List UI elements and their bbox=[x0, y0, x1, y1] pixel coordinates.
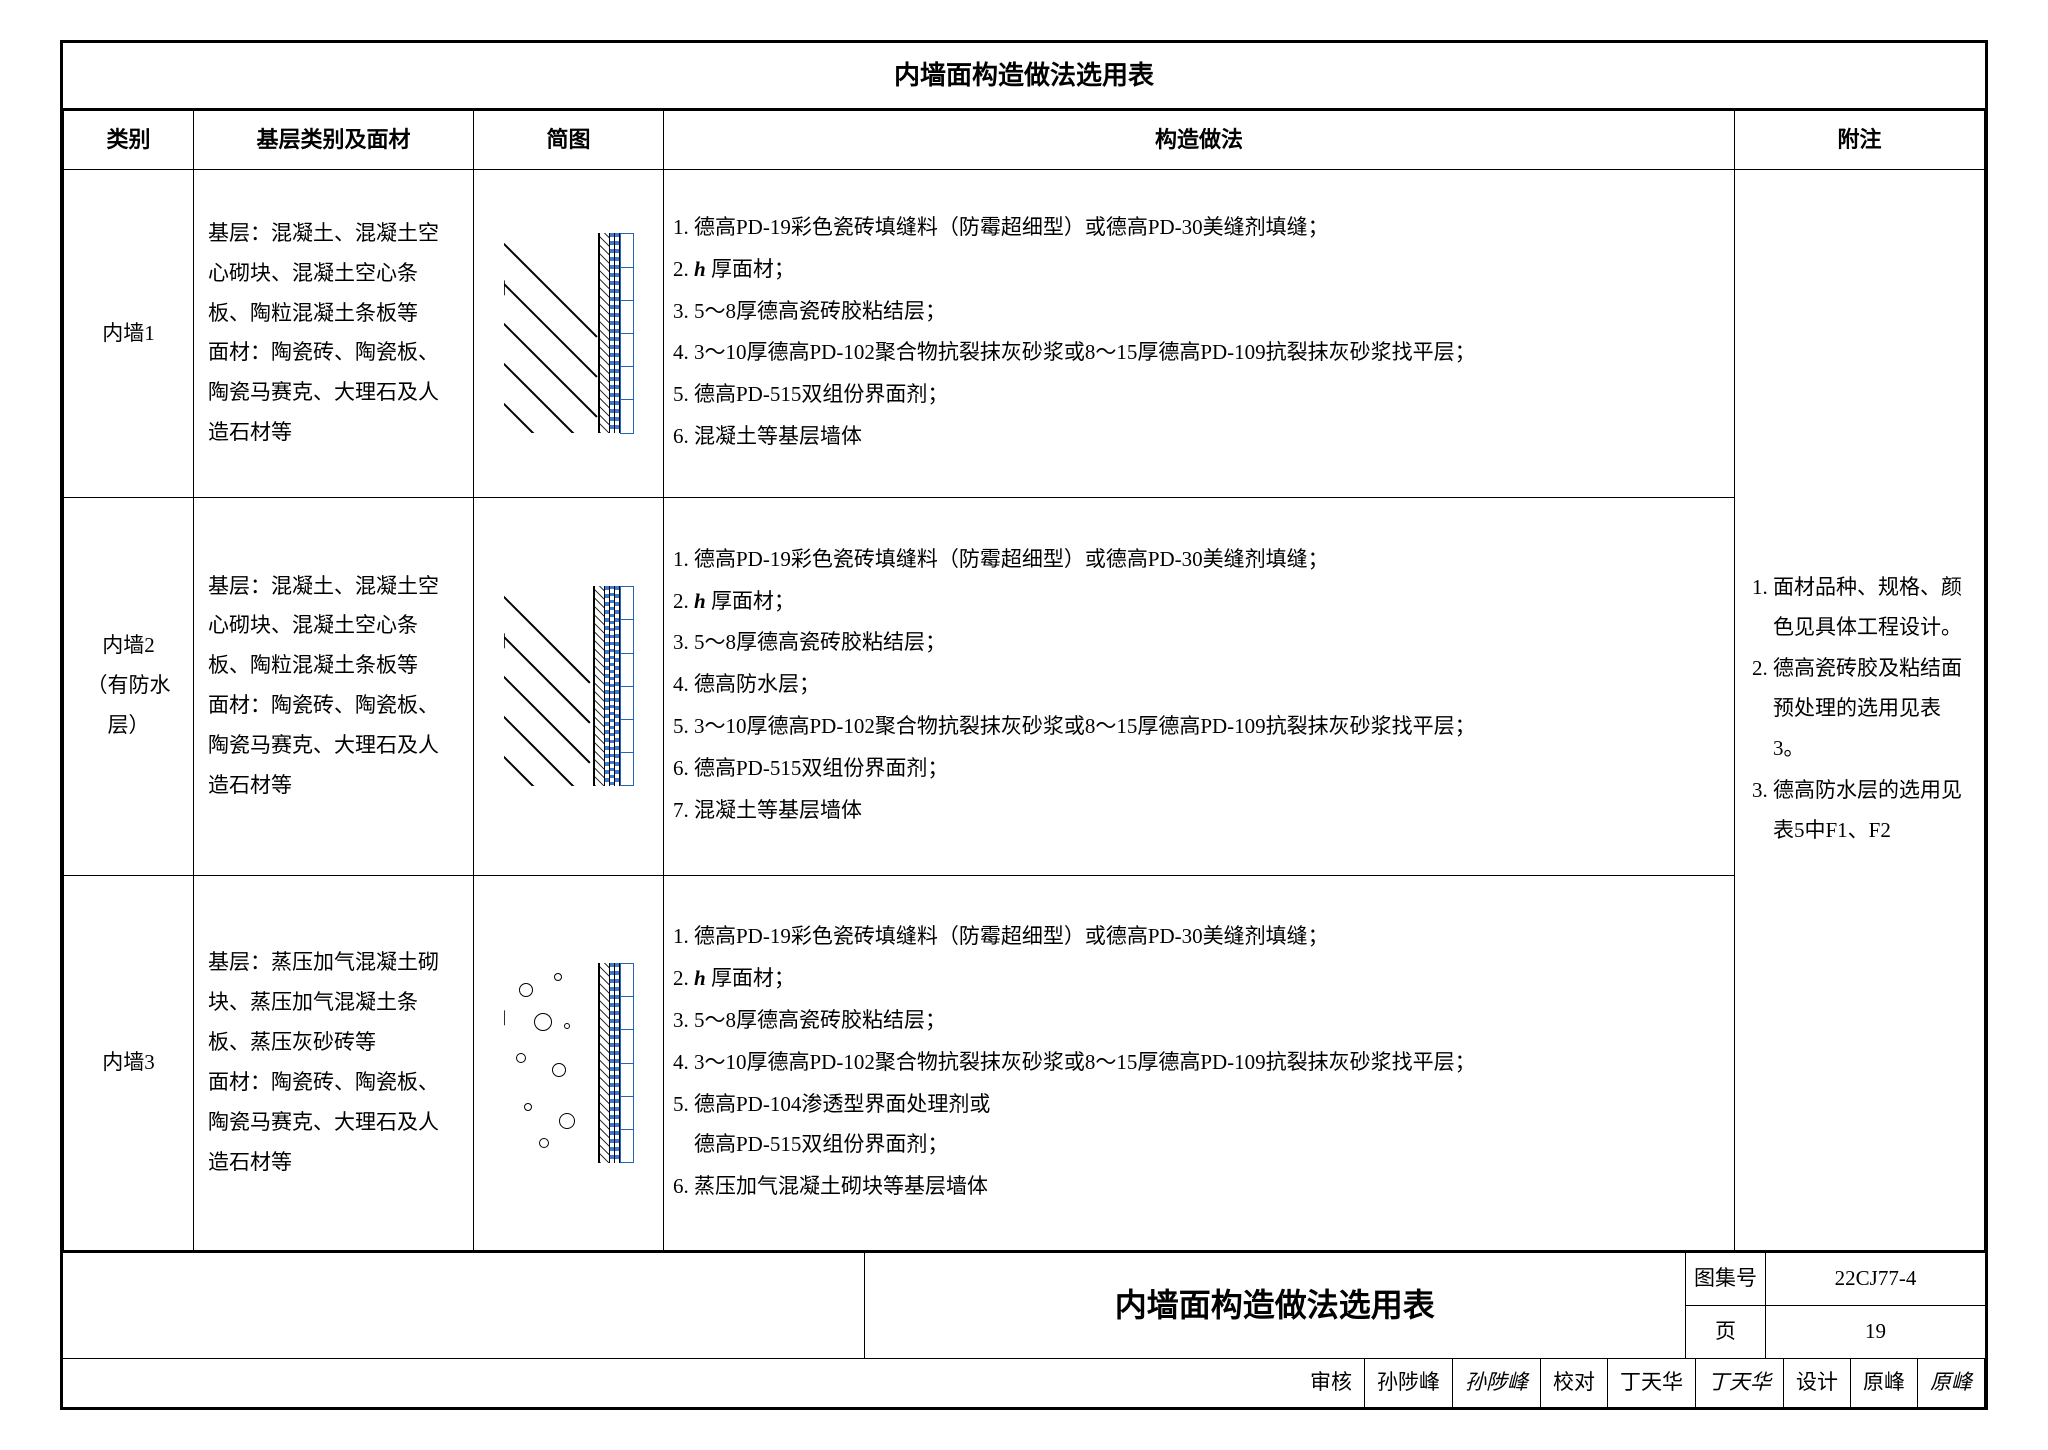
layer-diagram-icon: ◁ bbox=[504, 963, 634, 1163]
sign-name: 原峰 bbox=[1851, 1359, 1918, 1407]
method-item: 蒸压加气混凝土砌块等基层墙体 bbox=[694, 1167, 1720, 1207]
col-header-diagram: 简图 bbox=[474, 111, 664, 170]
col-header-materials: 基层类别及面材 bbox=[194, 111, 474, 170]
page-label: 页 bbox=[1686, 1306, 1766, 1358]
method-item: 5～8厚德高瓷砖胶粘结层； bbox=[694, 623, 1720, 663]
layer-diagram-icon: ◁ bbox=[504, 586, 634, 786]
method-item: 3～10厚德高PD-102聚合物抗裂抹灰砂浆或8～15厚德高PD-109抗裂抹灰… bbox=[694, 1043, 1720, 1083]
category-cell: 内墙3 bbox=[64, 875, 194, 1251]
page-number: 19 bbox=[1766, 1306, 1985, 1358]
sign-signature: 丁天华 bbox=[1696, 1359, 1784, 1407]
method-item: 德高PD-19彩色瓷砖填缝料（防霉超细型）或德高PD-30美缝剂填缝； bbox=[694, 917, 1720, 957]
method-cell: 德高PD-19彩色瓷砖填缝料（防霉超细型）或德高PD-30美缝剂填缝；h 厚面材… bbox=[664, 875, 1735, 1251]
table-title: 内墙面构造做法选用表 bbox=[63, 43, 1985, 110]
method-cell: 德高PD-19彩色瓷砖填缝料（防霉超细型）或德高PD-30美缝剂填缝；h 厚面材… bbox=[664, 170, 1735, 498]
method-cell: 德高PD-19彩色瓷砖填缝料（防霉超细型）或德高PD-30美缝剂填缝；h 厚面材… bbox=[664, 497, 1735, 875]
diagram-cell: ◁ bbox=[474, 170, 664, 498]
signoff-row: 审核孙陟峰孙陟峰校对丁天华丁天华设计原峰原峰 bbox=[63, 1358, 1985, 1407]
note-item: 德高瓷砖胶及粘结面预处理的选用见表3。 bbox=[1773, 649, 1970, 769]
book-code-label: 图集号 bbox=[1686, 1253, 1766, 1305]
method-item: 5～8厚德高瓷砖胶粘结层； bbox=[694, 1001, 1720, 1041]
sign-role-label: 设计 bbox=[1784, 1359, 1851, 1407]
title-block: 内墙面构造做法选用表 图集号 22CJ77-4 页 19 审核孙陟峰孙陟峰校对丁… bbox=[63, 1251, 1985, 1407]
method-item: 德高PD-515双组份界面剂； bbox=[694, 375, 1720, 415]
method-item: 混凝土等基层墙体 bbox=[694, 417, 1720, 457]
table-row: 内墙2 （有防水层）基层：混凝土、混凝土空心砌块、混凝土空心条板、陶粒混凝土条板… bbox=[64, 497, 1985, 875]
diagram-cell: ◁ bbox=[474, 875, 664, 1251]
method-item: h 厚面材； bbox=[694, 582, 1720, 622]
page-frame: 内墙面构造做法选用表 类别 基层类别及面材 简图 构造做法 附注 内墙1基层：混… bbox=[60, 40, 1988, 1410]
method-item: 德高PD-19彩色瓷砖填缝料（防霉超细型）或德高PD-30美缝剂填缝； bbox=[694, 540, 1720, 580]
method-item: h 厚面材； bbox=[694, 250, 1720, 290]
sign-signature: 孙陟峰 bbox=[1453, 1359, 1541, 1407]
method-item: 德高防水层； bbox=[694, 665, 1720, 705]
materials-cell: 基层：混凝土、混凝土空心砌块、混凝土空心条板、陶粒混凝土条板等 面材：陶瓷砖、陶… bbox=[194, 497, 474, 875]
col-header-category: 类别 bbox=[64, 111, 194, 170]
layer-diagram-icon: ◁ bbox=[504, 233, 634, 433]
col-header-method: 构造做法 bbox=[664, 111, 1735, 170]
sign-role-label: 审核 bbox=[1298, 1359, 1365, 1407]
sign-name: 孙陟峰 bbox=[1365, 1359, 1453, 1407]
drawing-title: 内墙面构造做法选用表 bbox=[864, 1253, 1686, 1358]
construction-table: 类别 基层类别及面材 简图 构造做法 附注 内墙1基层：混凝土、混凝土空心砌块、… bbox=[63, 110, 1985, 1251]
method-item: 3～10厚德高PD-102聚合物抗裂抹灰砂浆或8～15厚德高PD-109抗裂抹灰… bbox=[694, 333, 1720, 373]
method-item: 3～10厚德高PD-102聚合物抗裂抹灰砂浆或8～15厚德高PD-109抗裂抹灰… bbox=[694, 707, 1720, 747]
note-item: 面材品种、规格、颜色见具体工程设计。 bbox=[1773, 568, 1970, 648]
method-item: 德高PD-19彩色瓷砖填缝料（防霉超细型）或德高PD-30美缝剂填缝； bbox=[694, 208, 1720, 248]
notes-cell: 面材品种、规格、颜色见具体工程设计。德高瓷砖胶及粘结面预处理的选用见表3。德高防… bbox=[1735, 170, 1985, 1251]
method-item: 德高PD-515双组份界面剂； bbox=[694, 749, 1720, 789]
sign-name: 丁天华 bbox=[1608, 1359, 1696, 1407]
method-item: 5～8厚德高瓷砖胶粘结层； bbox=[694, 292, 1720, 332]
arrow-icon: ◁ bbox=[504, 268, 505, 306]
method-item: 德高PD-104渗透型界面处理剂或 德高PD-515双组份界面剂； bbox=[694, 1085, 1720, 1165]
category-cell: 内墙1 bbox=[64, 170, 194, 498]
category-cell: 内墙2 （有防水层） bbox=[64, 497, 194, 875]
materials-cell: 基层：混凝土、混凝土空心砌块、混凝土空心条板、陶粒混凝土条板等 面材：陶瓷砖、陶… bbox=[194, 170, 474, 498]
arrow-icon: ◁ bbox=[504, 998, 505, 1036]
method-item: 混凝土等基层墙体 bbox=[694, 791, 1720, 831]
diagram-cell: ◁ bbox=[474, 497, 664, 875]
method-item: h 厚面材； bbox=[694, 959, 1720, 999]
sign-role-label: 校对 bbox=[1541, 1359, 1608, 1407]
note-item: 德高防水层的选用见表5中F1、F2 bbox=[1773, 771, 1970, 851]
book-code: 22CJ77-4 bbox=[1766, 1253, 1985, 1305]
table-row: 内墙1基层：混凝土、混凝土空心砌块、混凝土空心条板、陶粒混凝土条板等 面材：陶瓷… bbox=[64, 170, 1985, 498]
arrow-icon: ◁ bbox=[504, 621, 505, 659]
materials-cell: 基层：蒸压加气混凝土砌块、蒸压加气混凝土条板、蒸压灰砂砖等 面材：陶瓷砖、陶瓷板… bbox=[194, 875, 474, 1251]
sign-signature: 原峰 bbox=[1918, 1359, 1985, 1407]
col-header-notes: 附注 bbox=[1735, 111, 1985, 170]
table-row: 内墙3基层：蒸压加气混凝土砌块、蒸压加气混凝土条板、蒸压灰砂砖等 面材：陶瓷砖、… bbox=[64, 875, 1985, 1251]
